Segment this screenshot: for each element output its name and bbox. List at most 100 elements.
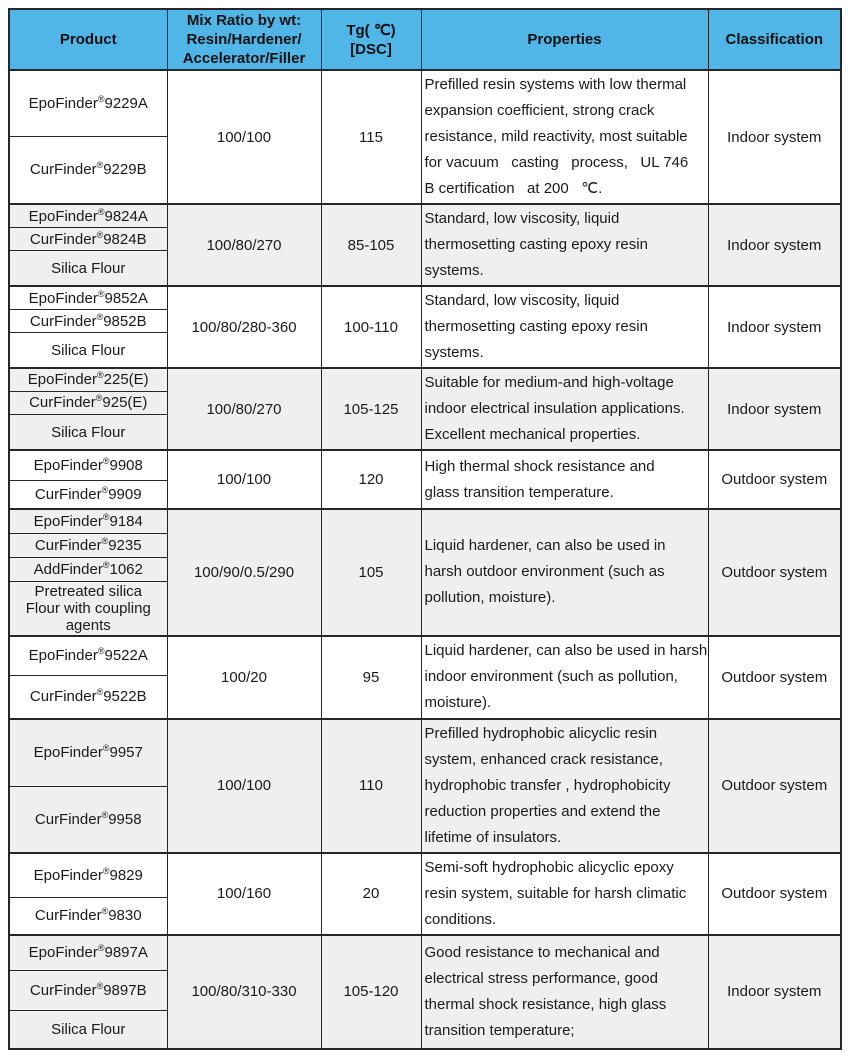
- properties-line: transition temperature;: [424, 1021, 575, 1039]
- product-cell: EpoFinder®9957: [8, 717, 168, 787]
- product-cell: CurFinder®9958: [8, 786, 168, 853]
- mix-ratio-cell: 100/80/280-360: [166, 285, 322, 369]
- product-cell: CurFinder®9522B: [8, 675, 168, 719]
- column-header-mix-ratio: Mix Ratio by wt: Resin/Hardener/ Acceler…: [166, 8, 322, 71]
- tg-cell: 115: [320, 69, 422, 205]
- product-cell: Silica Flour: [8, 250, 168, 287]
- properties-line: Liquid hardener, can also be used in har…: [424, 642, 708, 659]
- product-cell: EpoFinder®9829: [8, 851, 168, 898]
- table-row: Silica Flour: [8, 414, 841, 451]
- properties-line: thermosetting casting epoxy resin: [424, 236, 648, 253]
- table-row: EpoFinder®9229A 100/100 115 Prefilled resin…: [8, 68, 842, 205]
- table-row: Pretreated silica Flour with coupling ag…: [8, 580, 841, 636]
- table-row: EpoFinder®9824A 100/80/270 85-105 Standard,…: [8, 203, 842, 287]
- product-cell: CurFinder®9897B: [8, 970, 168, 1011]
- properties-line: systems.: [424, 344, 484, 361]
- properties-cell: Semi-soft hydrophobic alicyclic epoxy res…: [420, 851, 709, 935]
- mix-ratio-cell: 100/100: [166, 449, 322, 510]
- classification-cell: Outdoor system: [707, 717, 842, 853]
- properties-line: indoor environment (such as pollution,: [424, 668, 678, 685]
- properties-line: moisture).: [424, 694, 492, 711]
- properties-line: lifetime of insulators.: [424, 828, 562, 846]
- mix-ratio-cell: 100/100: [166, 69, 322, 205]
- table-row: CurFinder®9229B: [8, 135, 841, 205]
- table-row: CurFinder®9897B: [8, 970, 841, 1011]
- properties-line: Good resistance to mechanical and: [424, 943, 660, 961]
- properties-line: harsh outdoor environment (such as: [424, 563, 665, 581]
- properties-line: Prefilled resin systems with low thermal: [424, 76, 687, 93]
- table-row: Silica Flour: [8, 250, 841, 287]
- classification-cell: Indoor system: [707, 69, 842, 205]
- properties-line: Prefilled hydrophobic alicyclic resin: [424, 724, 658, 742]
- tg-cell: 105-120: [320, 933, 422, 1049]
- properties-line: conditions.: [424, 910, 497, 928]
- table-row: CurFinder®9852B: [8, 309, 841, 334]
- table-row: CurFinder®9830: [8, 897, 841, 935]
- product-cell: CurFinder®9909: [8, 479, 168, 510]
- product-cell: CurFinder®9235: [8, 532, 168, 558]
- column-header-product: Product: [8, 8, 168, 71]
- table-row: EpoFinder®9184 100/90/0.5/290 105 Liquid ha…: [8, 508, 842, 636]
- product-cell: EpoFinder®9852A: [8, 285, 168, 311]
- properties-line: reduction properties and extend the: [424, 802, 661, 820]
- classification-cell: Outdoor system: [707, 508, 842, 636]
- tg-cell: 105: [320, 508, 422, 636]
- properties-line: thermal shock resistance, high glass: [424, 995, 667, 1013]
- table-row: AddFinder®1062: [8, 556, 841, 582]
- properties-line: resin system, suitable for harsh climati…: [424, 884, 687, 902]
- properties-line: High thermal shock resistance and: [424, 457, 655, 475]
- properties-cell: Suitable for medium-and high-voltage indo…: [420, 367, 709, 451]
- tg-cell: 100-110: [320, 285, 422, 369]
- table-row: EpoFinder®9852A 100/80/280-360 100-110 Stan…: [8, 285, 842, 369]
- tg-cell: 105-125: [320, 367, 422, 451]
- product-cell: CurFinder®9852B: [8, 309, 168, 334]
- classification-cell: Outdoor system: [707, 449, 842, 510]
- product-cell: CurFinder®925(E): [8, 390, 168, 416]
- table-row: EpoFinder®225(E) 100/80/270 105-125 Suitabl…: [8, 366, 842, 451]
- table-row: EpoFinder®9957 100/100 110 Prefilled hydrop…: [8, 717, 842, 853]
- tg-cell: 120: [320, 449, 422, 510]
- properties-line: Suitable for medium-and high-voltage: [424, 374, 674, 391]
- product-cell: Silica Flour: [8, 332, 168, 369]
- mix-ratio-cell: 100/100: [166, 717, 322, 853]
- product-cell: Silica Flour: [8, 414, 168, 451]
- classification-cell: Indoor system: [707, 367, 842, 451]
- mix-ratio-cell: 100/80/270: [166, 203, 322, 287]
- properties-cell: High thermal shock resistance and glass t…: [420, 449, 709, 510]
- mix-ratio-cell: 100/80/310-330: [166, 933, 322, 1049]
- table-row: CurFinder®925(E): [8, 390, 841, 416]
- table-row: EpoFinder®9522A 100/20 95 Liquid hardener, …: [8, 634, 842, 719]
- product-cell: EpoFinder®225(E): [8, 366, 168, 392]
- mix-ratio-cell: 100/20: [166, 634, 322, 719]
- column-header-tg: Tg( ℃) [DSC]: [320, 8, 422, 71]
- classification-cell: Indoor system: [707, 285, 842, 369]
- table-row: CurFinder®9958: [8, 786, 841, 853]
- product-table: Product Mix Ratio by wt: Resin/Hardener/…: [8, 8, 842, 1050]
- table-row: CurFinder®9909: [8, 479, 841, 510]
- table-row: EpoFinder®9829 100/160 20 Semi-soft hydroph…: [8, 851, 842, 935]
- table-row: EpoFinder®9897A 100/80/310-330 105-120 Good…: [8, 933, 842, 1049]
- properties-cell: Liquid hardener, can also be used in hars…: [420, 508, 709, 636]
- properties-line: glass transition temperature.: [424, 483, 614, 501]
- properties-line: for vacuum casting process, UL 746: [424, 154, 689, 171]
- product-cell: Pretreated silica Flour with coupling ag…: [8, 580, 168, 636]
- table-row: EpoFinder®9908 100/100 120 High thermal sho…: [8, 449, 842, 510]
- mix-ratio-cell: 100/80/270: [166, 367, 322, 451]
- properties-line: electrical stress performance, good: [424, 969, 658, 987]
- properties-line: systems.: [424, 262, 484, 279]
- product-cell: EpoFinder®9908: [8, 449, 168, 481]
- product-cell: CurFinder®9830: [8, 897, 168, 935]
- properties-cell: Standard, low viscosity, liquid thermoset…: [420, 285, 709, 369]
- properties-cell: Liquid hardener, can also be used in har…: [420, 634, 709, 719]
- mix-ratio-cell: 100/160: [166, 851, 322, 935]
- product-cell: EpoFinder®9522A: [8, 634, 168, 676]
- header-row: Product Mix Ratio by wt: Resin/Hardener/…: [8, 8, 842, 71]
- properties-line: resistance, mild reactivity, most suitab…: [424, 128, 688, 145]
- properties-line: expansion coefficient, strong crack: [424, 102, 655, 119]
- properties-line: Semi-soft hydrophobic alicyclic epoxy: [424, 858, 674, 876]
- properties-cell: Prefilled resin systems with low thermal…: [420, 69, 709, 205]
- product-cell: Silica Flour: [8, 1010, 168, 1049]
- table-row: Silica Flour: [8, 332, 841, 369]
- tg-cell: 110: [320, 717, 422, 853]
- classification-cell: Outdoor system: [707, 851, 842, 935]
